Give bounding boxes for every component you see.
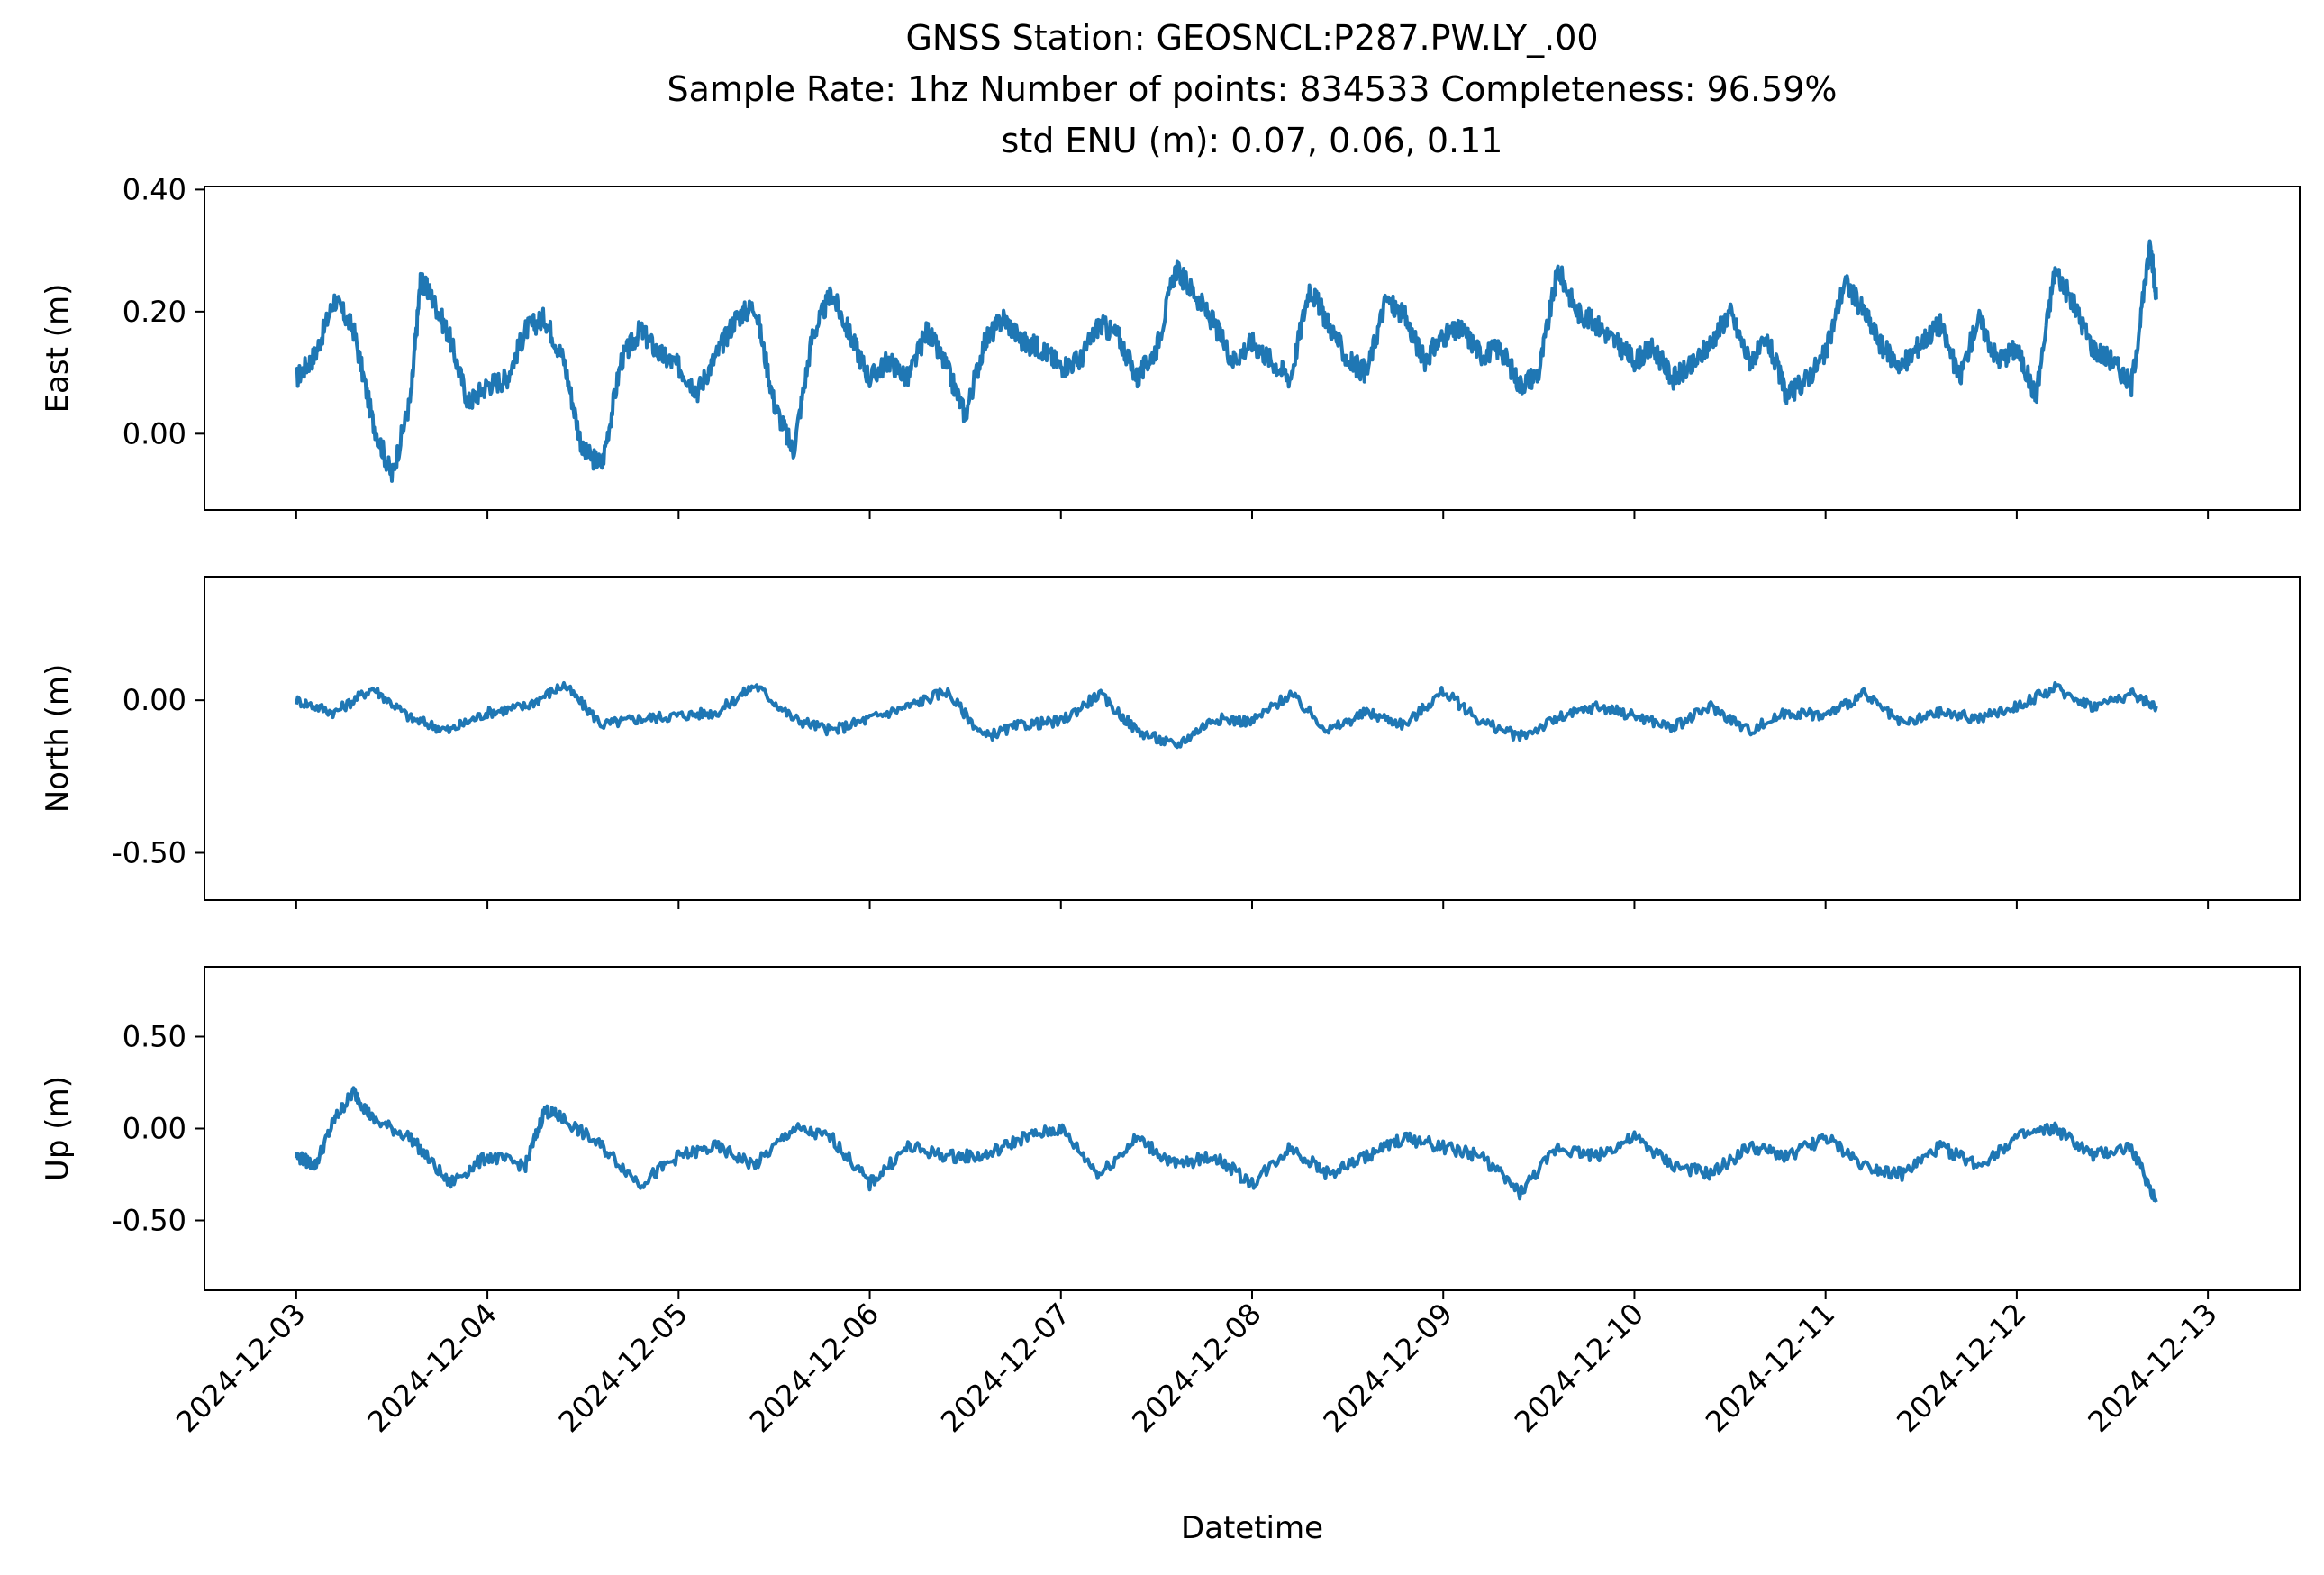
east-series-line <box>295 239 2158 483</box>
chart-title-line-3: std ENU (m): 0.07, 0.06, 0.11 <box>1002 121 1503 160</box>
east-y-tick-label: 0.40 <box>123 172 186 206</box>
up-y-tick-label: 0.00 <box>123 1112 186 1146</box>
east-y-axis-label: East (m) <box>40 284 76 414</box>
up-series-line <box>294 1086 2158 1203</box>
east-y-tick-label: 0.00 <box>123 416 186 451</box>
east-y-tick-label: 0.20 <box>123 295 186 329</box>
north-series-line <box>294 680 2158 750</box>
north-y-tick-label: 0.00 <box>123 683 186 717</box>
north-panel: 0.00 -0.50 North (m) <box>40 576 2301 909</box>
up-panel: 0.50 0.00 -0.50 Up (m) <box>40 966 2301 1299</box>
north-y-tick-label: -0.50 <box>112 836 186 870</box>
up-y-tick-label: -0.50 <box>112 1203 186 1237</box>
chart-title-line-2: Sample Rate: 1hz Number of points: 83453… <box>667 69 1838 109</box>
chart-title-line-1: GNSS Station: GEOSNCL:P287.PW.LY_.00 <box>905 18 1598 58</box>
east-panel: 0.40 0.20 0.00 East (m) <box>40 172 2301 519</box>
north-y-axis-label: North (m) <box>40 664 76 814</box>
up-y-axis-label: Up (m) <box>40 1076 76 1181</box>
up-y-tick-label: 0.50 <box>123 1020 186 1054</box>
x-axis-label: Datetime <box>1181 1510 1323 1546</box>
